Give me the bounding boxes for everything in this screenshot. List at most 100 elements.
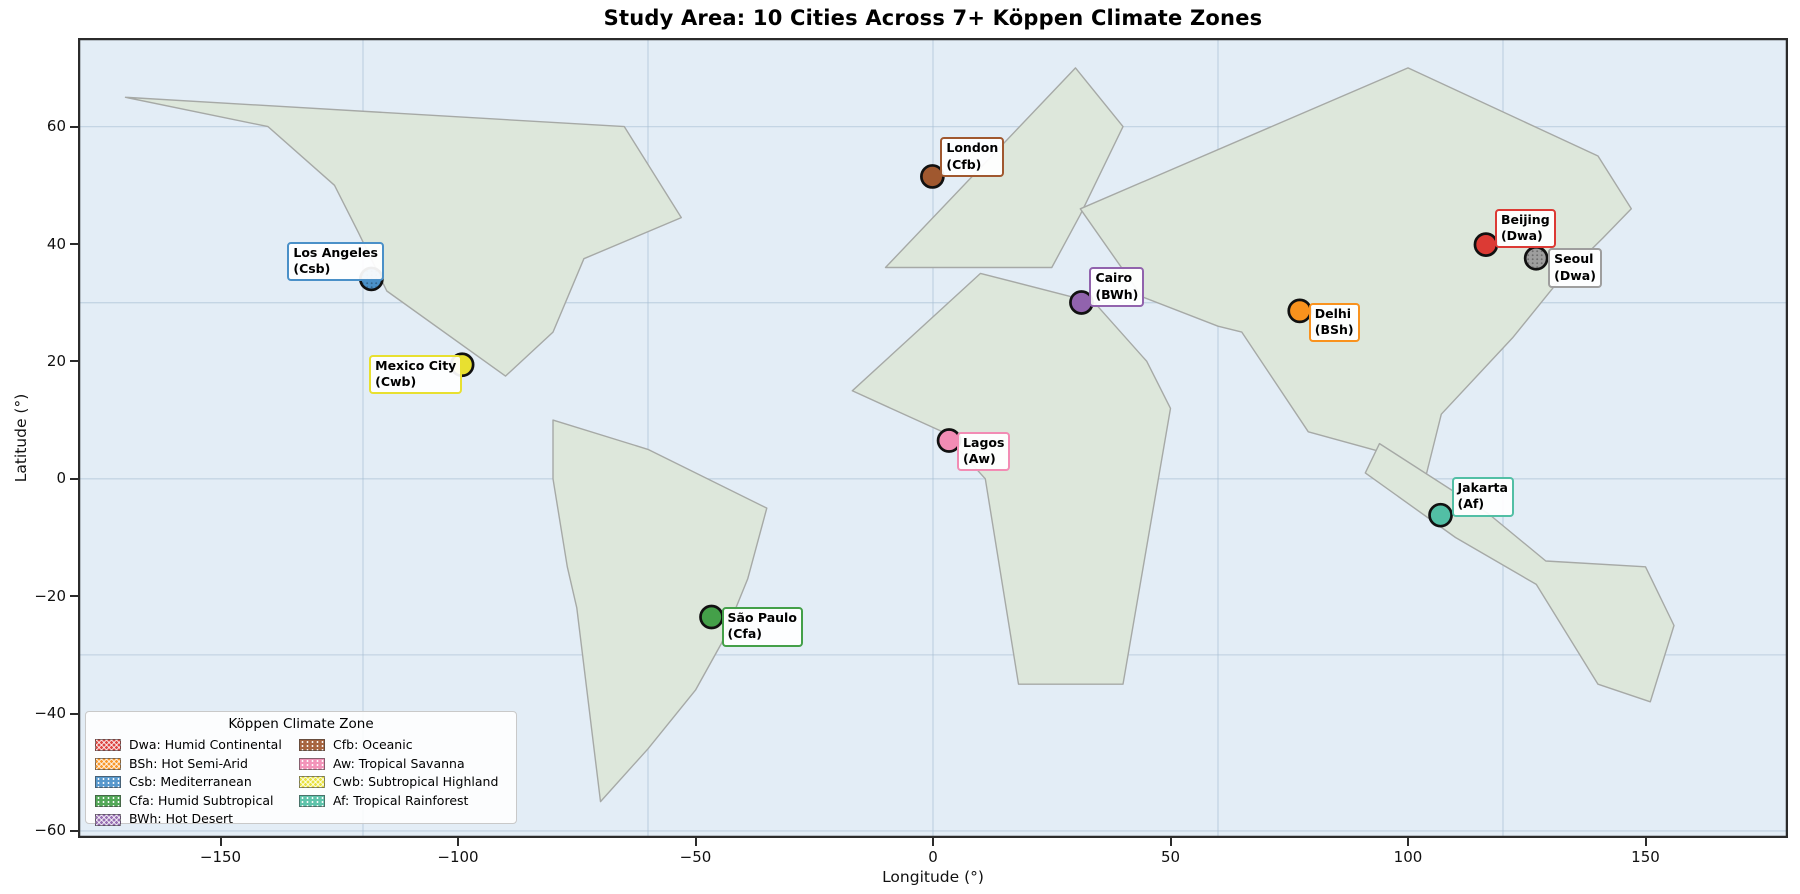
city-koppen-code: (BWh)	[1095, 286, 1139, 302]
continent-asia	[1079, 67, 1632, 492]
city-marker-hatch	[1526, 248, 1546, 268]
city-koppen-code: (Csb)	[293, 261, 331, 277]
city-label-são-paulo: São Paulo (Cfa)	[721, 607, 803, 647]
x-tick-label: −150	[199, 848, 242, 866]
y-tick-mark	[70, 243, 78, 246]
x-tick-label: 100	[1393, 848, 1423, 866]
y-tick-label: 20	[46, 351, 66, 370]
x-tick-mark	[1407, 838, 1409, 846]
x-tick-label: −50	[679, 848, 712, 866]
legend-items: Dwa: Humid Continental BSh: Hot Semi-Arid…	[95, 736, 507, 829]
city-name: Mexico City	[375, 357, 457, 373]
legend-title: Köppen Climate Zone	[228, 716, 374, 732]
legend-label: Cwb: Subtropical Highland	[333, 774, 499, 790]
continent-north-america	[124, 96, 682, 377]
plot-border	[78, 38, 1788, 838]
city-marker-delhi	[1287, 298, 1313, 324]
x-tick-mark	[219, 838, 222, 846]
city-label-jakarta: Jakarta (Af)	[1451, 477, 1514, 517]
x-tick-mark	[457, 838, 459, 846]
city-koppen-code: (BSh)	[1314, 322, 1354, 338]
continent-africa	[851, 272, 1172, 685]
legend-item-af: Af: Tropical Rainforest	[299, 792, 507, 811]
legend: Köppen Climate Zone Dwa: Humid Continent…	[85, 711, 517, 826]
legend-label: Cfb: Oceanic	[333, 737, 413, 753]
y-tick-mark	[70, 829, 78, 832]
city-label-london: London (Cfb)	[940, 137, 1005, 177]
city-label-seoul: Seoul (Dwa)	[1548, 248, 1602, 288]
x-tick-label: −100	[437, 848, 479, 866]
legend-item-cfb: Cfb: Oceanic	[299, 736, 507, 755]
city-label-lagos: Lagos (Aw)	[957, 431, 1011, 472]
legend-swatch-icon	[299, 739, 325, 752]
continent-europe	[884, 67, 1124, 269]
x-tick-mark	[1169, 838, 1172, 846]
y-tick-label: 60	[46, 117, 66, 136]
y-tick-mark	[70, 595, 78, 598]
legend-swatch-icon	[299, 795, 325, 808]
city-name: London	[946, 140, 999, 156]
legend-swatch-icon	[95, 739, 121, 752]
city-name: Cairo	[1095, 270, 1133, 286]
x-axis-label: Longitude (°)	[882, 868, 984, 886]
city-name: Delhi	[1314, 305, 1352, 321]
x-tick-label: 150	[1631, 848, 1660, 866]
y-tick-mark	[70, 125, 78, 128]
city-name: São Paulo	[727, 610, 797, 626]
chart-title: Study Area: 10 Cities Across 7+ Köppen C…	[603, 6, 1263, 30]
city-name: Beijing	[1500, 211, 1550, 227]
legend-swatch-icon	[95, 776, 121, 789]
city-koppen-code: (Cfa)	[727, 626, 762, 642]
city-name: Seoul	[1554, 251, 1594, 267]
y-tick-label: 40	[46, 234, 66, 253]
x-tick-label: 50	[1160, 848, 1181, 866]
legend-label: Af: Tropical Rainforest	[333, 792, 469, 808]
legend-item-cfa: Cfa: Humid Subtropical	[95, 792, 293, 811]
legend-item-csb: Csb: Mediterranean	[95, 773, 293, 792]
legend-label: BWh: Hot Desert	[129, 811, 234, 827]
city-name: Lagos	[963, 434, 1005, 450]
legend-swatch-icon	[299, 776, 325, 789]
city-koppen-code: (Cwb)	[375, 373, 417, 389]
legend-swatch-icon	[95, 813, 121, 826]
city-marker-sao-paulo	[699, 604, 724, 630]
x-tick-label: 0	[928, 848, 938, 866]
city-label-mexico-city: Mexico City (Cwb)	[369, 354, 463, 395]
legend-item-dwa: Dwa: Humid Continental	[95, 736, 293, 755]
legend-item-bwh: BWh: Hot Desert	[95, 810, 293, 829]
y-tick-mark	[70, 712, 78, 715]
map-canvas	[78, 38, 1788, 838]
legend-swatch-icon	[95, 757, 121, 770]
legend-item-cwb: Cwb: Subtropical Highland	[299, 773, 507, 792]
city-label-los-angeles: Los Angeles (Csb)	[287, 241, 384, 282]
legend-swatch-icon	[95, 795, 121, 808]
legend-label: Aw: Tropical Savanna	[333, 755, 465, 771]
y-tick-label: 0	[56, 469, 66, 488]
city-koppen-code: (Aw)	[963, 450, 996, 466]
city-marker-beijing	[1473, 232, 1499, 257]
legend-label: Dwa: Humid Continental	[129, 737, 282, 753]
city-marker-jakarta	[1428, 502, 1453, 528]
continent-oceania	[1364, 442, 1675, 703]
continent-south-america	[552, 419, 768, 803]
city-koppen-code: (Dwa)	[1500, 227, 1543, 243]
city-name: Jakarta	[1457, 480, 1508, 496]
y-tick-mark	[70, 477, 78, 480]
legend-swatch-icon	[299, 757, 325, 770]
y-tick-label: −40	[34, 704, 66, 723]
x-tick-mark	[694, 838, 697, 846]
city-koppen-code: (Af)	[1457, 496, 1485, 512]
city-koppen-code: (Dwa)	[1554, 267, 1596, 283]
y-tick-mark	[70, 360, 78, 363]
legend-label: Cfa: Humid Subtropical	[129, 792, 274, 808]
city-label-beijing: Beijing (Dwa)	[1494, 208, 1556, 249]
city-label-cairo: Cairo (BWh)	[1089, 267, 1145, 307]
legend-item-aw: Aw: Tropical Savanna	[299, 755, 507, 774]
y-tick-label: −60	[34, 821, 66, 840]
city-koppen-code: (Cfb)	[946, 156, 982, 172]
legend-label: Csb: Mediterranean	[129, 774, 252, 790]
x-tick-mark	[1644, 838, 1647, 846]
legend-item-bsh: BSh: Hot Semi-Arid	[95, 755, 293, 774]
city-name: Los Angeles	[293, 244, 378, 260]
